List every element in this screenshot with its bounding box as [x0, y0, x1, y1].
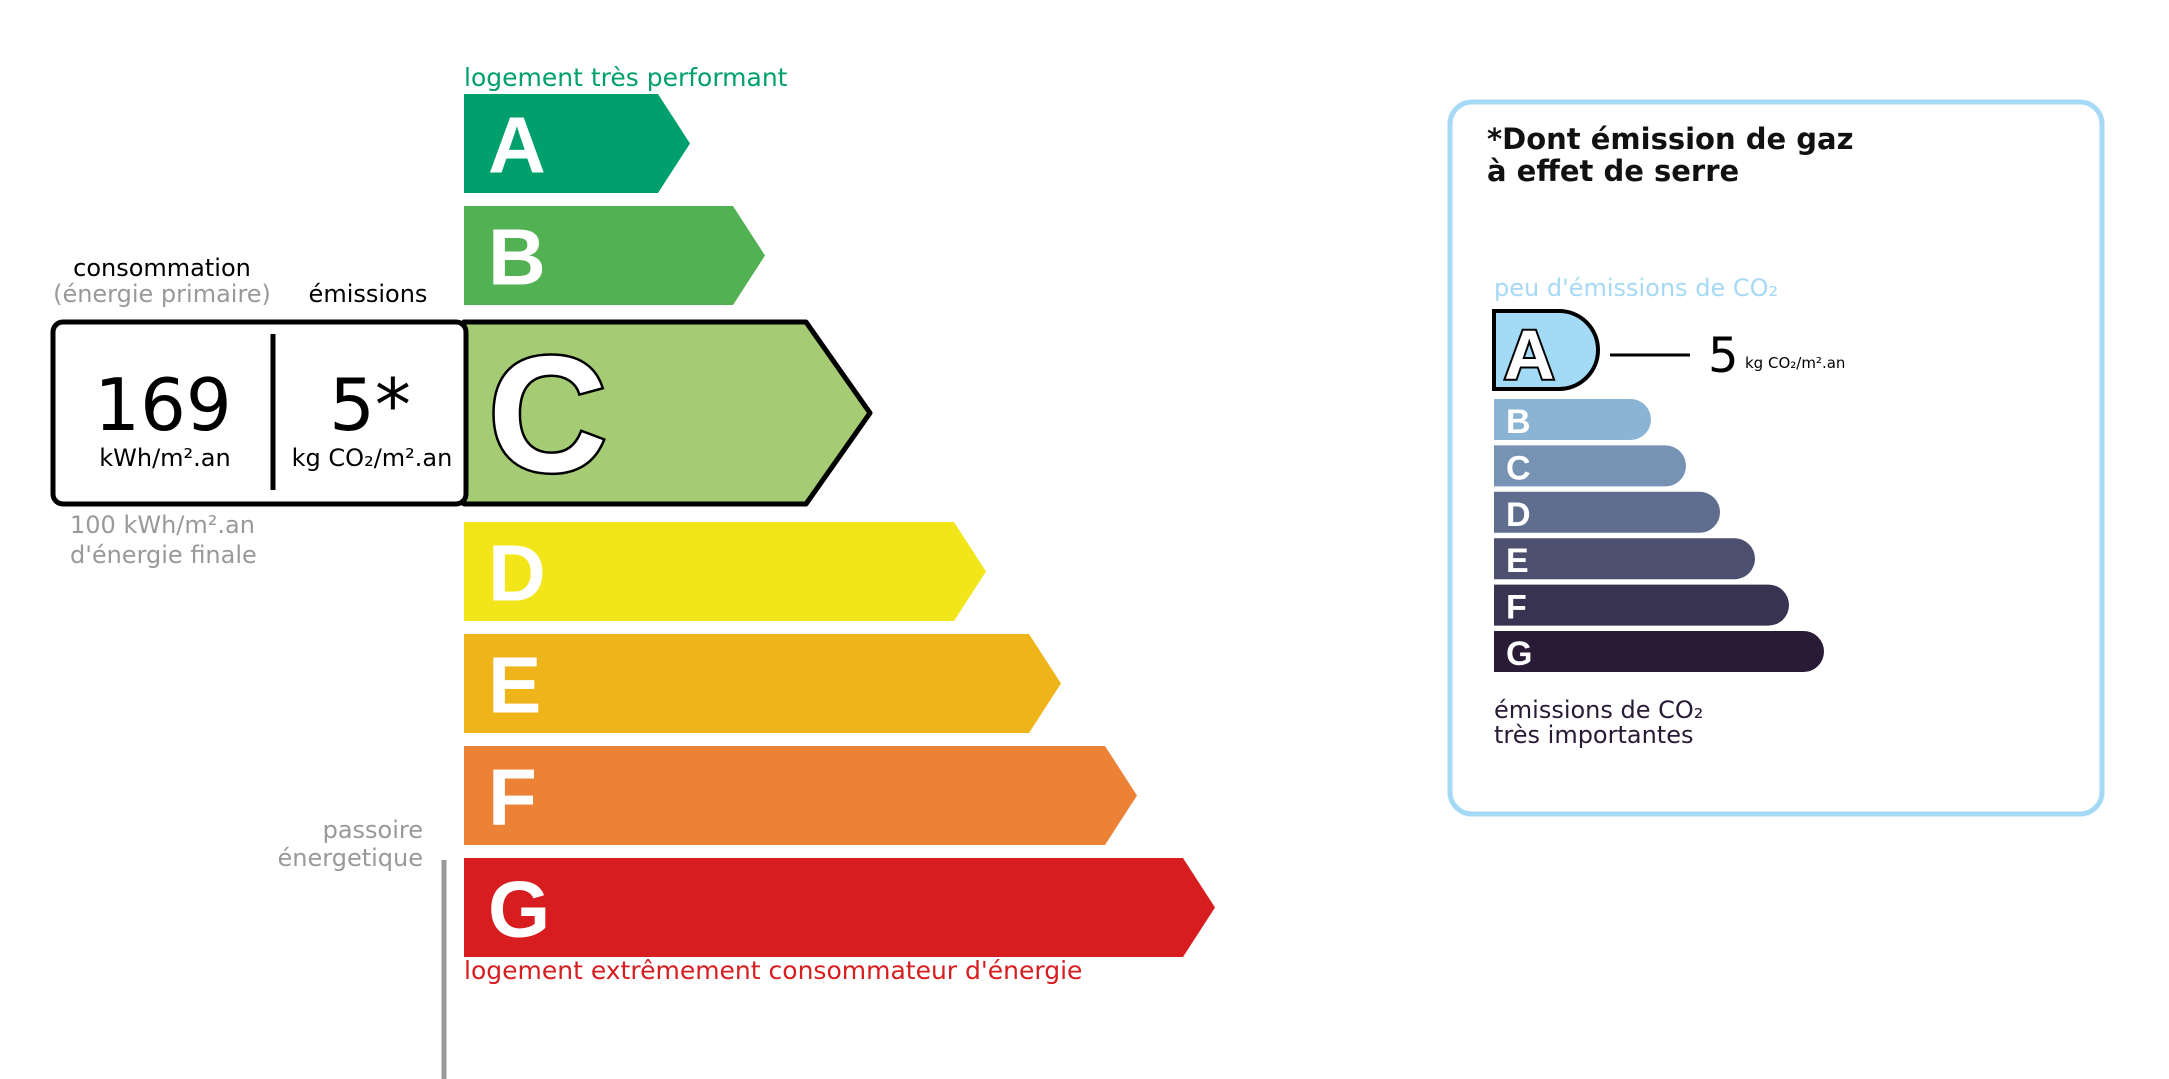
- consumption-header: consommation: [73, 254, 251, 282]
- energy-letter: D: [488, 529, 546, 618]
- consumption-value: 169: [94, 363, 231, 447]
- energy-class-c: C: [461, 319, 873, 509]
- energy-bar: [464, 94, 690, 193]
- top-label: logement très performant: [464, 63, 788, 92]
- consumption-box: 169 kWh/m².an 5* kg CO₂/m².an: [50, 319, 469, 507]
- energy-class-e: E: [464, 634, 1061, 733]
- energy-letter: E: [488, 641, 541, 730]
- energy-bar: [464, 522, 986, 621]
- bottom-label: logement extrêmement consommateur d'éner…: [464, 956, 1082, 985]
- ghg-bar: [1494, 538, 1755, 580]
- energy-class-f: F: [464, 746, 1137, 845]
- ghg-letter: D: [1506, 496, 1531, 534]
- value-box: [50, 319, 469, 507]
- energy-class-g: G: [464, 858, 1215, 957]
- ghg-letter: B: [1506, 403, 1531, 441]
- ghg-letter: F: [1506, 589, 1527, 627]
- ghg-title-line2: à effet de serre: [1487, 154, 1739, 188]
- energy-letter: B: [488, 213, 546, 302]
- final-energy-line1: 100 kWh/m².an: [70, 511, 255, 539]
- ghg-bar: [1494, 631, 1824, 672]
- ghg-bar: [1492, 309, 1600, 391]
- emissions-header: émissions: [309, 280, 428, 308]
- ghg-class-b: B: [1494, 399, 1651, 441]
- consumption-subheader: (énergie primaire): [53, 280, 271, 308]
- ghg-bottom-label-line1: émissions de CO₂: [1494, 696, 1703, 724]
- energy-letter: F: [488, 753, 537, 842]
- ghg-bar: [1494, 399, 1651, 440]
- passoire-line2: énergetique: [278, 844, 423, 872]
- energy-bar: [464, 206, 765, 305]
- ghg-letter: A: [1504, 316, 1555, 394]
- energy-class-a: A: [464, 94, 690, 193]
- ghg-bar: [1494, 491, 1720, 533]
- ghg-class-e: E: [1494, 538, 1755, 580]
- passoire-line1: passoire: [323, 816, 423, 844]
- energy-bar: [464, 634, 1061, 733]
- energy-letter: G: [488, 865, 550, 954]
- ghg-class-d: D: [1494, 491, 1720, 534]
- ghg-top-label: peu d'émissions de CO₂: [1494, 274, 1778, 302]
- ghg-letter: E: [1506, 542, 1529, 580]
- ghg-bar: [1494, 445, 1686, 487]
- ghg-value: 5: [1708, 328, 1739, 384]
- ghg-bar: [1494, 584, 1789, 626]
- emissions-unit: kg CO₂/m².an: [292, 444, 453, 472]
- ghg-class-c: C: [1494, 445, 1686, 487]
- ghg-class-f: F: [1494, 584, 1789, 627]
- energy-class-b: B: [464, 206, 765, 305]
- ghg-letter: G: [1506, 635, 1532, 673]
- ghg-title-line1: *Dont émission de gaz: [1487, 122, 1853, 156]
- ghg-bottom-label-line2: très importantes: [1494, 721, 1694, 749]
- energy-bar: [464, 746, 1137, 845]
- energy-letter: C: [488, 322, 607, 506]
- ghg-class-a: A: [1492, 309, 1600, 396]
- consumption-unit: kWh/m².an: [99, 444, 230, 472]
- final-energy-line2: d'énergie finale: [70, 541, 257, 569]
- ghg-letter: C: [1506, 449, 1531, 487]
- energy-class-d: D: [464, 522, 986, 621]
- ghg-unit: kg CO₂/m².an: [1745, 354, 1845, 372]
- energy-bar: [464, 858, 1215, 957]
- emissions-value: 5*: [329, 363, 411, 447]
- ghg-class-g: G: [1494, 631, 1824, 673]
- energy-letter: A: [488, 101, 546, 190]
